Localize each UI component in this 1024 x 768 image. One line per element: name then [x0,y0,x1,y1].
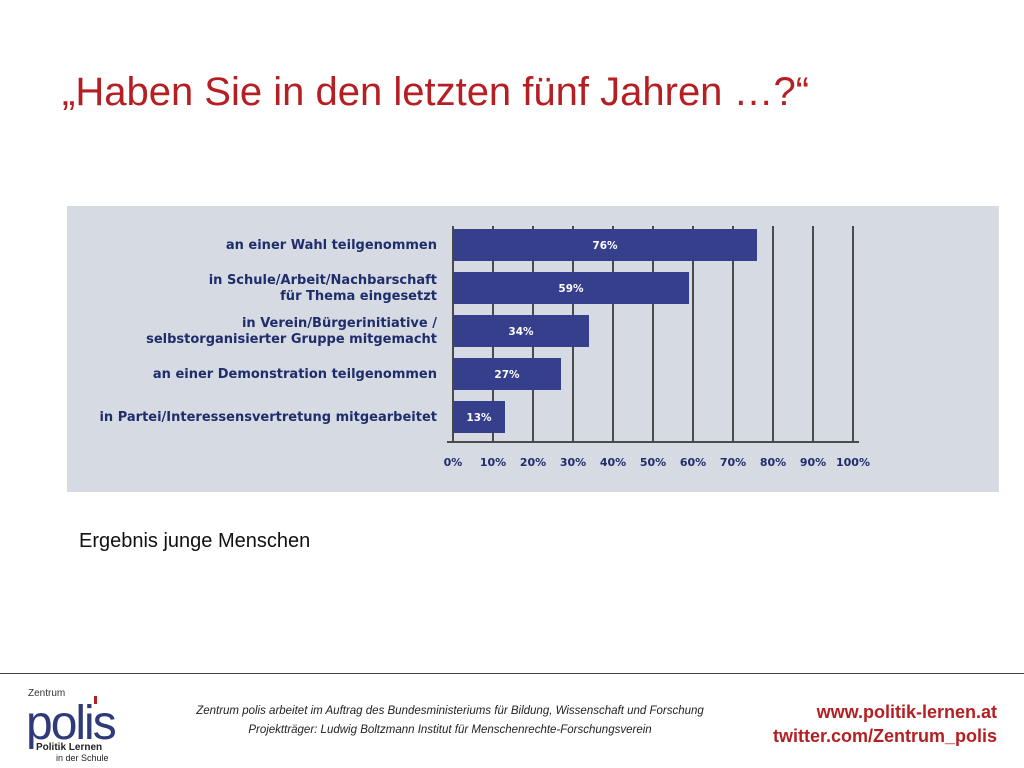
chart-panel: 0% 10% 20% 30% 40% 50% 60% 70% 80% 90% 100% 76% an e… [67,206,999,492]
footer-note-line-2: Projektträger: Ludwig Boltzmann Institut… [248,724,652,736]
x-tick-label: 30% [560,456,586,469]
chart-caption: Ergebnis junge Menschen [79,530,311,552]
footer-note-line-1: Zentrum polis arbeitet im Auftrag des Bu… [196,705,704,717]
logo-accent [94,696,97,704]
x-tick-label: 100% [836,456,870,469]
x-tick-label: 0% [444,456,463,469]
bar-value-label: 13% [466,412,492,424]
x-tick-label: 80% [760,456,786,469]
bar [453,272,689,304]
bar [453,358,561,390]
website-link[interactable]: www.politik-lernen.at [816,702,997,722]
x-tick-label: 60% [680,456,706,469]
bar-value-label: 59% [558,283,584,295]
x-tick-label: 90% [800,456,826,469]
category-label: in Verein/Bürgerinitiative / [242,316,437,331]
logo-main-text: polis [26,697,117,750]
bar [453,315,589,347]
bar-value-label: 27% [494,369,520,381]
x-tick-label: 20% [520,456,546,469]
logo-sub-text-2: in der Schule [56,753,109,763]
x-tick-label: 40% [600,456,626,469]
category-label: an einer Wahl teilgenommen [226,238,437,253]
bar-value-label: 76% [592,240,618,252]
category-label: selbstorganisierter Gruppe mitgemacht [146,332,437,347]
twitter-link[interactable]: twitter.com/Zentrum_polis [772,726,997,746]
category-label: in Schule/Arbeit/Nachbarschaft [209,273,437,288]
logo-top-text: Zentrum [28,688,66,699]
footer-divider [0,673,1024,674]
bar [453,229,757,261]
category-label: an einer Demonstration teilgenommen [153,367,437,382]
x-tick-label: 10% [480,456,506,469]
bar-chart: 0% 10% 20% 30% 40% 50% 60% 70% 80% 90% 100% 76% an e… [99,226,870,469]
category-label: für Thema eingesetzt [280,289,437,304]
bar [453,401,505,433]
x-tick-label: 70% [720,456,746,469]
x-tick-label: 50% [640,456,666,469]
zentrum-polis-logo[interactable]: Zentrum polis Politik Lernen in der Schu… [26,688,144,763]
category-label: in Partei/Interessensvertretung mitgearb… [99,410,437,425]
slide-title: „Haben Sie in den letzten fünf Jahren …?… [62,70,810,114]
bar-value-label: 34% [508,326,534,338]
logo-sub-text-1: Politik Lernen [36,742,103,753]
